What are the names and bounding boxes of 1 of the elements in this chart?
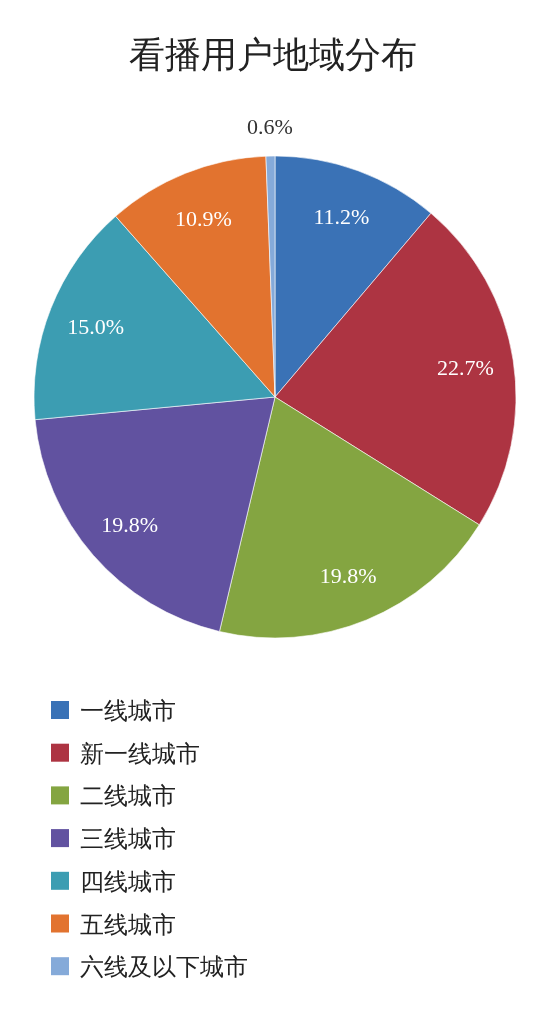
title: 看播用户地域分布 (129, 34, 417, 75)
